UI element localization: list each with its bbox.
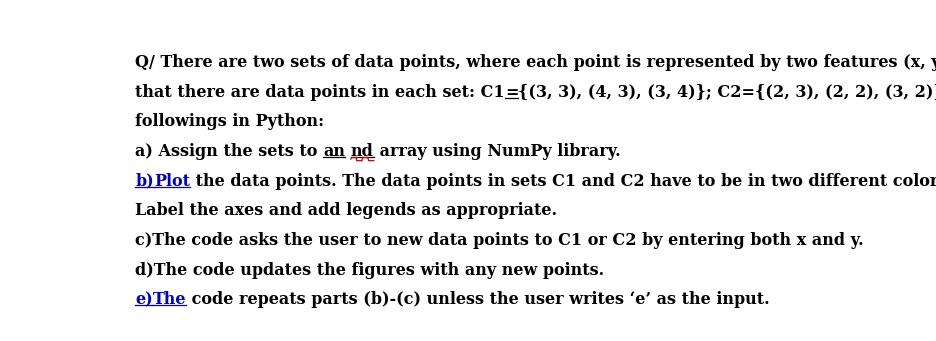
- Text: an: an: [323, 143, 344, 160]
- Text: nd: nd: [350, 143, 373, 160]
- Text: {(3, 3), (4, 3), (3, 4)}; C2={(2, 3), (2, 2), (3, 2)} and perform the: {(3, 3), (4, 3), (3, 4)}; C2={(2, 3), (2…: [518, 84, 936, 101]
- Text: Label the axes and add legends as appropriate.: Label the axes and add legends as approp…: [135, 203, 557, 219]
- Text: a) Assign the sets to: a) Assign the sets to: [135, 143, 323, 160]
- Text: b): b): [135, 173, 154, 190]
- Text: Plot: Plot: [154, 173, 190, 190]
- Text: The: The: [153, 292, 186, 308]
- Text: code repeats parts (b)-(c) unless the user writes ‘e’ as the input.: code repeats parts (b)-(c) unless the us…: [186, 292, 769, 308]
- Text: that there are data points in each set: C1: that there are data points in each set: …: [135, 84, 505, 101]
- Text: the data points. The data points in sets C1 and C2 have to be in two different c: the data points. The data points in sets…: [190, 173, 936, 190]
- Text: c)The code asks the user to new data points to C1 or C2 by entering both x and y: c)The code asks the user to new data poi…: [135, 232, 863, 249]
- Text: followings in Python:: followings in Python:: [135, 114, 324, 130]
- Text: d)The code updates the figures with any new points.: d)The code updates the figures with any …: [135, 262, 604, 279]
- Text: Q/ There are two sets of data points, where each point is represented by two fea: Q/ There are two sets of data points, wh…: [135, 54, 936, 71]
- Text: =: =: [505, 84, 518, 101]
- Text: array using NumPy library.: array using NumPy library.: [373, 143, 620, 160]
- Text: e): e): [135, 292, 153, 308]
